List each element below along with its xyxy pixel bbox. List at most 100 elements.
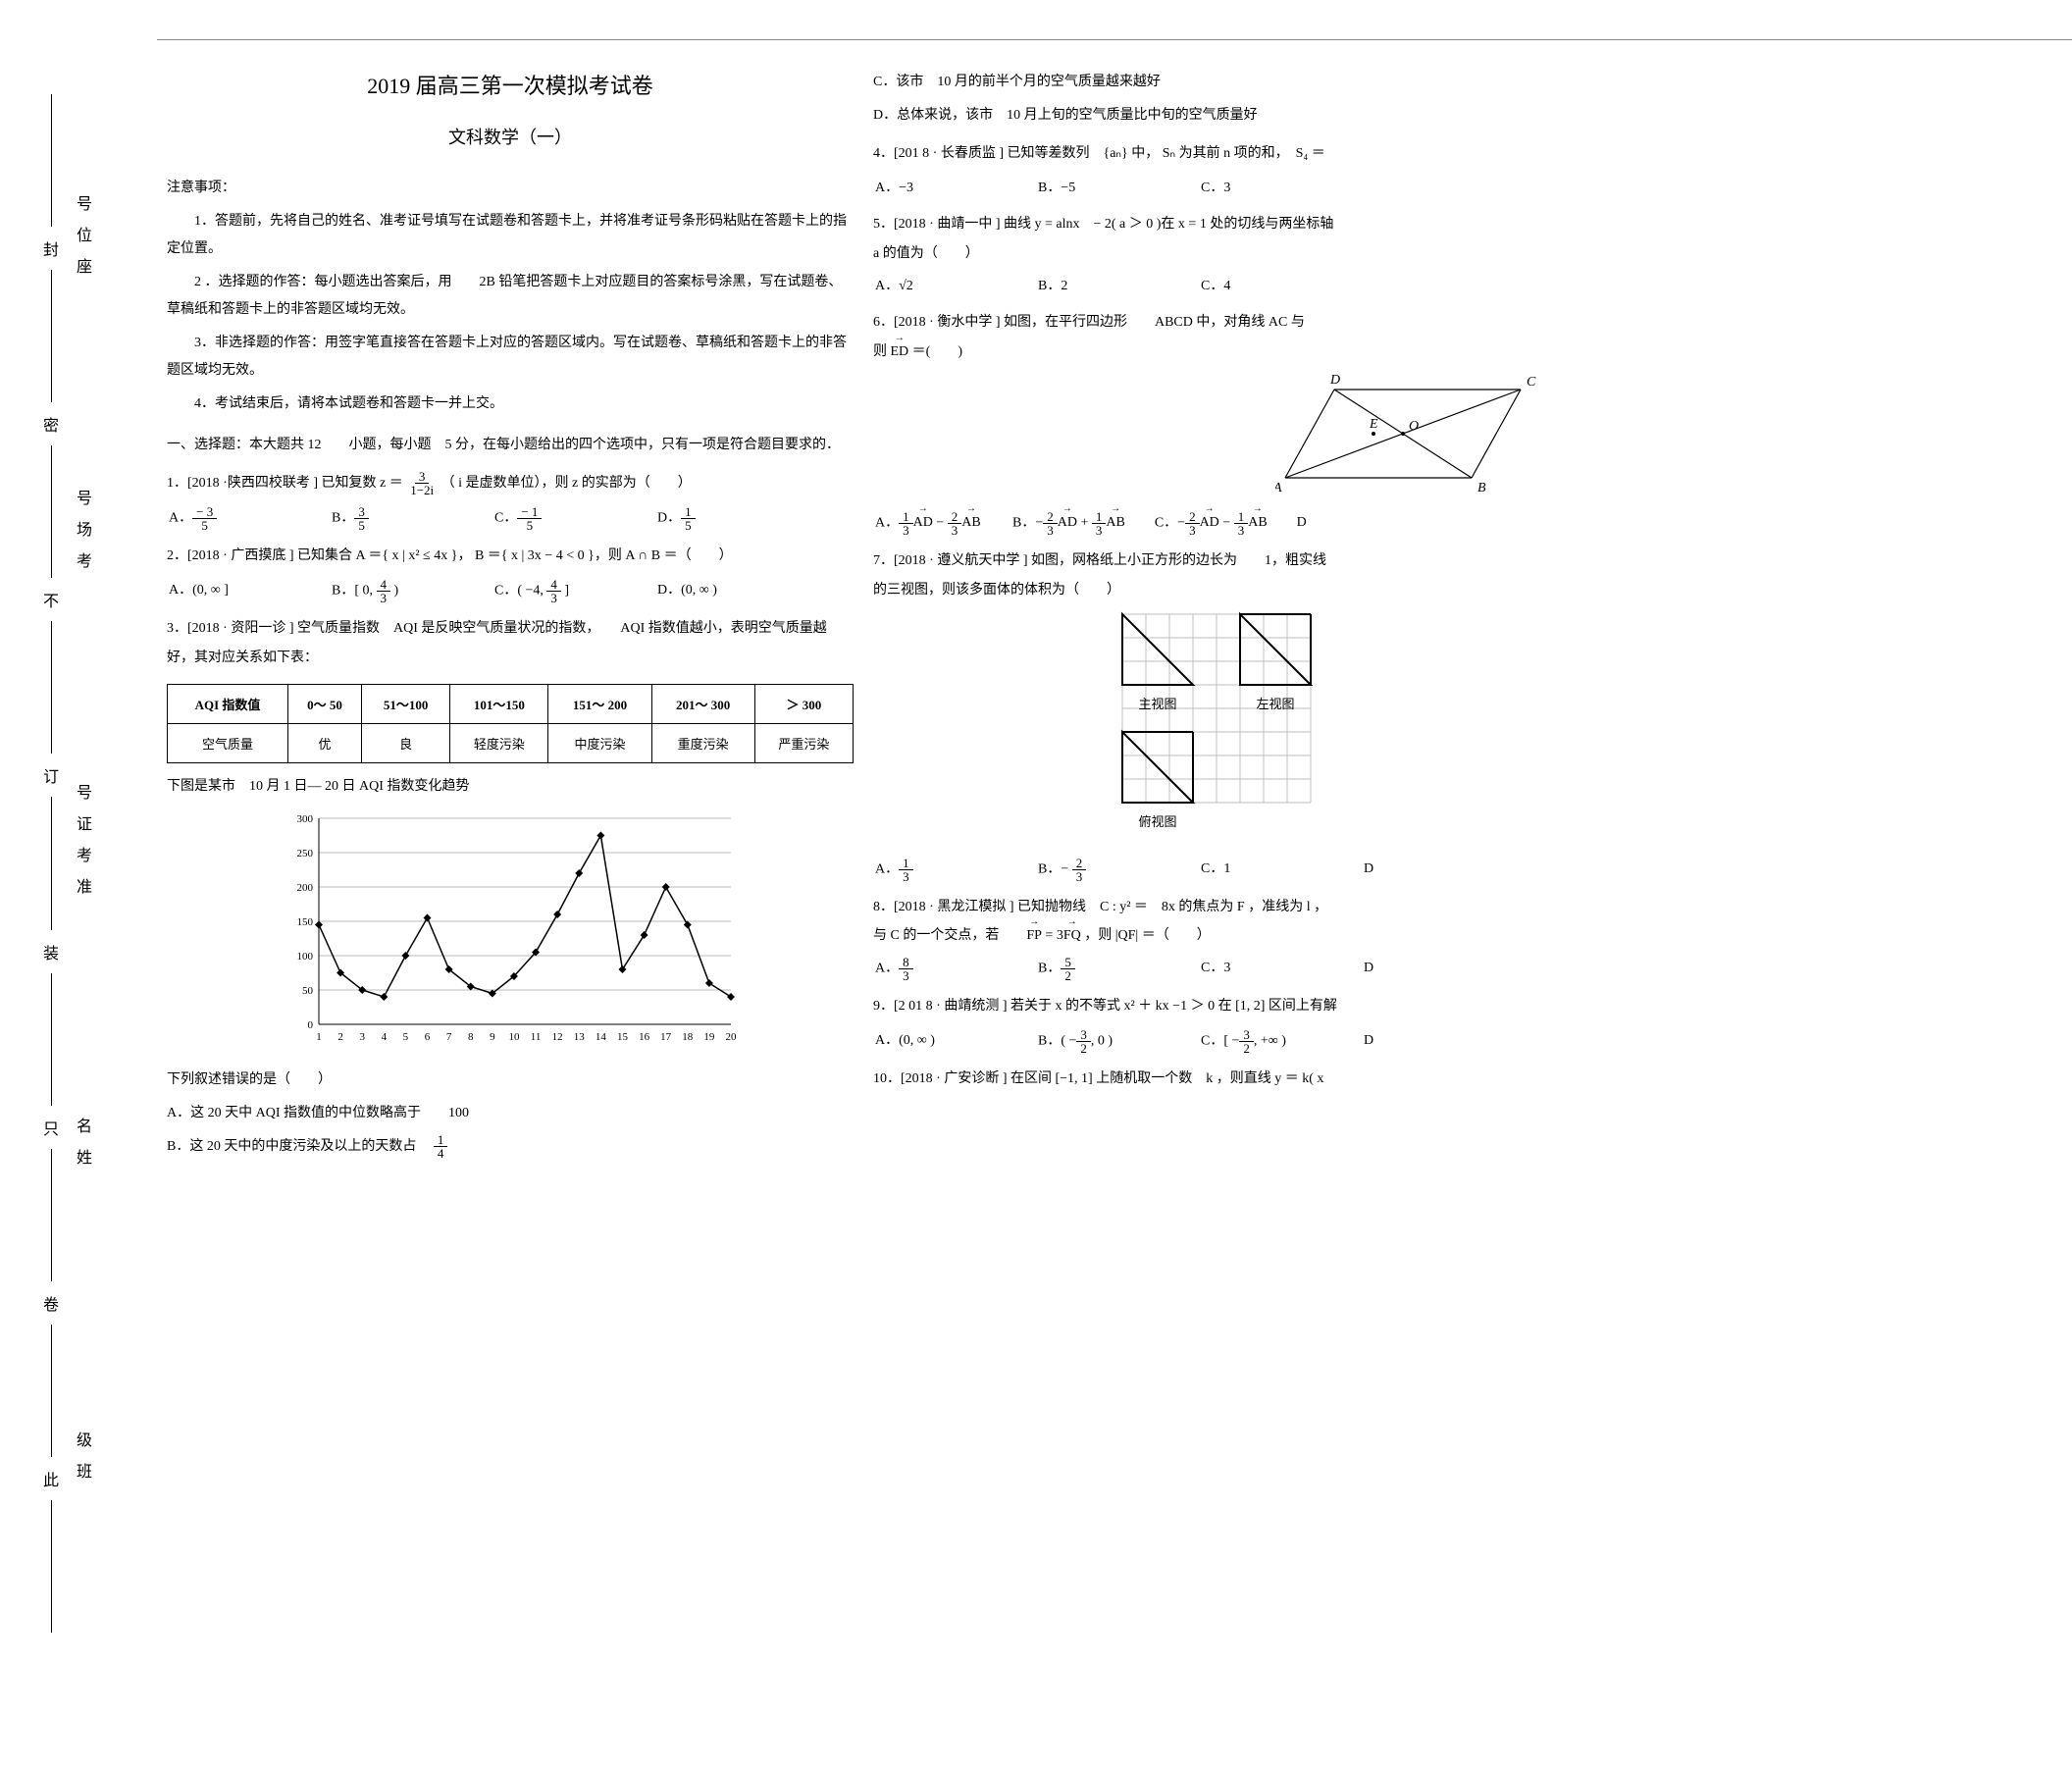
bind-char: 订 — [43, 763, 59, 787]
q8-opt-a: A．83 — [875, 956, 983, 982]
svg-text:10: 10 — [508, 1031, 520, 1043]
svg-text:9: 9 — [490, 1031, 495, 1043]
svg-text:俯视图: 俯视图 — [1138, 814, 1176, 829]
bind-label: 证 — [77, 810, 92, 834]
question-3-stem-b: 下图是某市 10 月 1 日— 20 日 AQI 指数变化趋势 — [167, 773, 854, 801]
svg-text:5: 5 — [403, 1031, 409, 1043]
binding-inner-3: 号 证 考 准 — [73, 775, 96, 901]
question-5: 5．[2018 · 曲靖一中 ] 曲线 y = alnx − 2( a ＞ 0 … — [873, 210, 1580, 240]
exam-title: 2019 届高三第一次模拟考试卷 — [167, 69, 854, 100]
exam-subtitle: 文科数学（一） — [167, 124, 854, 149]
q1-fraction: 3 1−2i — [406, 470, 438, 496]
bind-char: 不 — [43, 588, 59, 611]
aqi-td: 优 — [287, 724, 361, 763]
svg-text:O: O — [1409, 419, 1419, 434]
aqi-td: 空气质量 — [168, 724, 288, 763]
left-page: 2019 届高三第一次模拟考试卷 文科数学（一） 注意事项： 1．答题前，先将自… — [167, 69, 854, 1167]
notice-item: 1．答题前，先将自己的姓名、准考证号填写在试题卷和答题卡上，并将准考证号条形码粘… — [167, 208, 854, 263]
binding-inner-4: 名 姓 — [73, 1109, 96, 1171]
question-9: 9．[2 01 8 · 曲靖统测 ] 若关于 x 的不等式 x² ＋ kx −1… — [873, 992, 1580, 1022]
svg-text:6: 6 — [425, 1031, 431, 1043]
q9-opt-c: C．[ −32, +∞ ) — [1201, 1028, 1309, 1055]
bind-char: 卷 — [43, 1291, 59, 1315]
top-rule — [157, 39, 2072, 40]
q6-diagram: ABCDOE — [873, 372, 1580, 504]
svg-text:11: 11 — [531, 1031, 542, 1043]
svg-text:3: 3 — [359, 1031, 365, 1043]
q7-opt-c: C．1 — [1201, 857, 1309, 883]
q3-opt-d: D．总体来说，该市 10 月上旬的空气质量比中旬的空气质量好 — [873, 102, 1580, 130]
q7-svg: 主视图左视图俯视图 — [1118, 610, 1334, 846]
aqi-chart-svg: 0501001502002503001234567891011121314151… — [280, 808, 741, 1054]
svg-text:16: 16 — [639, 1031, 650, 1043]
q9-opt-b: B．( −32, 0 ) — [1038, 1028, 1146, 1055]
svg-text:18: 18 — [682, 1031, 694, 1043]
aqi-th: 0～ 50 — [287, 685, 361, 724]
q3-opt-c: C．该市 10 月的前半个月的空气质量越来越好 — [873, 69, 1580, 96]
aqi-table: AQI 指数值 0～ 50 51～100 101～150 151～ 200 20… — [167, 684, 854, 763]
q8-opt-c: C．3 — [1201, 956, 1309, 982]
question-3-stem-a: 3．[2018 · 资阳一诊 ] 空气质量指数 AQI 是反映空气质量状况的指数… — [167, 614, 854, 675]
bind-label: 姓 — [77, 1144, 92, 1168]
svg-text:2: 2 — [337, 1031, 343, 1043]
svg-text:C: C — [1527, 375, 1536, 390]
svg-text:左视图: 左视图 — [1256, 697, 1294, 711]
q2-opt-d: D．(0, ∞ ) — [657, 578, 765, 604]
aqi-th: ＞ 300 — [754, 685, 853, 724]
bind-label: 名 — [77, 1113, 92, 1136]
q5-opt-a: A．√2 — [875, 274, 983, 298]
svg-text:1: 1 — [316, 1031, 322, 1043]
bind-label: 考 — [77, 842, 92, 865]
q6-options: A．13→AD − 23→AB B．−23→AD + 13→AB C．−23→A… — [875, 510, 1580, 537]
aqi-th: 151～ 200 — [548, 685, 651, 724]
q6-opt-c: C．−23→AD − 13→AB — [1155, 510, 1268, 537]
question-1: 1．[2018 ·陕西四校联考 ] 已知复数 z ＝ 3 1−2i （ i 是虚… — [167, 469, 854, 499]
q6-opt-a: A．13→AD − 23→AB — [875, 510, 983, 537]
notice-header: 注意事项： — [167, 177, 854, 196]
q1-opt-b: B．35 — [332, 505, 440, 532]
section-1-header: 一、选择题：本大题共 12 小题，每小题 5 分，在每小题给出的四个选项中，只有… — [167, 432, 854, 459]
svg-text:13: 13 — [574, 1031, 586, 1043]
svg-text:150: 150 — [297, 916, 314, 928]
right-page: C．该市 10 月的前半个月的空气质量越来越好 D．总体来说，该市 10 月上旬… — [873, 69, 1580, 1095]
q1-options: A．− 35 B．35 C．− 15 D．15 — [169, 505, 854, 532]
q8-opt-b: B．52 — [1038, 956, 1146, 982]
svg-text:A: A — [1275, 481, 1282, 495]
aqi-td: 轻度污染 — [450, 724, 548, 763]
svg-text:50: 50 — [302, 985, 314, 997]
aqi-th: 101～150 — [450, 685, 548, 724]
bind-label: 场 — [77, 516, 92, 540]
section-1-text: 一、选择题：本大题共 12 小题，每小题 5 分，在每小题给出的四个选项中，只有… — [167, 438, 840, 452]
q9-opt-d: D — [1364, 1028, 1472, 1055]
notice-item: 4．考试结束后，请将本试题卷和答题卡一并上交。 — [167, 390, 854, 418]
question-4: 4．[201 8 · 长春质监 ] 已知等差数列 {aₙ} 中， Sₙ 为其前 … — [873, 139, 1580, 170]
q9-options: A．(0, ∞ ) B．( −32, 0 ) C．[ −32, +∞ ) D — [875, 1028, 1580, 1055]
bind-char: 密 — [43, 412, 59, 436]
binding-inner-2: 号 场 考 — [73, 481, 96, 575]
q1-tail: （ i 是虚数单位），则 z 的实部为（ ） — [441, 476, 692, 491]
svg-text:300: 300 — [297, 813, 314, 825]
q3-opt-b-pre: B．这 20 天中的中度污染及以上的天数占 — [167, 1139, 430, 1154]
q6-opt-d: D — [1297, 510, 1405, 537]
q4-options: A．−3 B．−5 C．3 — [875, 176, 1580, 200]
aqi-chart: 0501001502002503001234567891011121314151… — [167, 808, 854, 1059]
svg-text:19: 19 — [703, 1031, 715, 1043]
svg-text:12: 12 — [552, 1031, 563, 1043]
q7-figure: 主视图左视图俯视图 — [873, 610, 1580, 851]
q7-opt-d: D — [1364, 857, 1472, 883]
q1-stem: 1．[2018 ·陕西四校联考 ] 已知复数 z ＝ — [167, 476, 403, 491]
q8-options: A．83 B．52 C．3 D — [875, 956, 1580, 982]
bind-char: 装 — [43, 940, 59, 963]
aqi-td: 重度污染 — [651, 724, 754, 763]
aqi-td: 严重污染 — [754, 724, 853, 763]
bind-char: 此 — [43, 1467, 59, 1490]
q5-opt-c: C．4 — [1201, 274, 1309, 298]
q6-opt-b: B．−23→AD + 13→AB — [1012, 510, 1125, 537]
svg-text:200: 200 — [297, 882, 314, 894]
bind-label: 座 — [77, 253, 92, 277]
bind-label: 准 — [77, 873, 92, 897]
question-7-sub: 的三视图，则该多面体的体积为（ ） — [873, 577, 1580, 604]
bind-label: 班 — [77, 1458, 92, 1482]
q4-opt-c: C．3 — [1201, 176, 1309, 200]
question-5-sub: a 的值为（ ） — [873, 240, 1580, 268]
